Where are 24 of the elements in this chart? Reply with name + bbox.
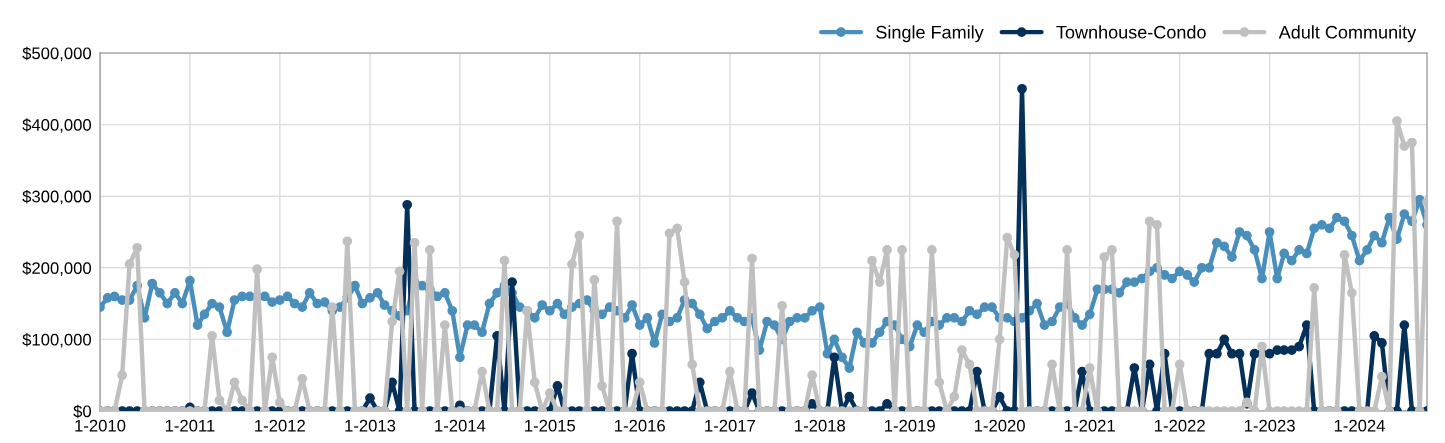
x-tick-label: 1-2024 — [1334, 419, 1385, 432]
x-tick-label: 1-2012 — [255, 419, 305, 432]
x-tick-label: 1-2021 — [1065, 419, 1115, 432]
y-tick-label: $200,000 — [22, 261, 92, 276]
x-tick-label: 1-2019 — [885, 419, 935, 432]
legend-label: Single Family — [876, 25, 984, 43]
x-tick-label: 1-2014 — [435, 419, 486, 432]
x-tick-label: 1-2017 — [705, 419, 755, 432]
y-tick-label: $300,000 — [22, 189, 92, 205]
x-tick-label: 1-2023 — [1244, 419, 1295, 432]
y-tick-label: $500,000 — [22, 46, 92, 62]
x-tick-label: 1-2013 — [345, 419, 396, 432]
y-tick-label: $100,000 — [22, 333, 92, 348]
legend-label: Adult Community — [1278, 25, 1417, 43]
y-tick-label: $0 — [73, 404, 92, 419]
x-tick-label: 1-2016 — [615, 419, 665, 432]
legend-label: Townhouse-Condo — [1056, 25, 1206, 39]
x-tick-label: 1-2015 — [525, 419, 576, 432]
x-tick-label: 1-2018 — [795, 419, 846, 432]
y-tick-label: $400,000 — [22, 118, 92, 133]
x-tick-label: 1-2010 — [75, 419, 126, 432]
x-tick-label: 1-2022 — [1155, 419, 1205, 432]
x-tick-label: 1-2011 — [165, 419, 215, 432]
x-tick-label: 1-2020 — [974, 419, 1025, 432]
